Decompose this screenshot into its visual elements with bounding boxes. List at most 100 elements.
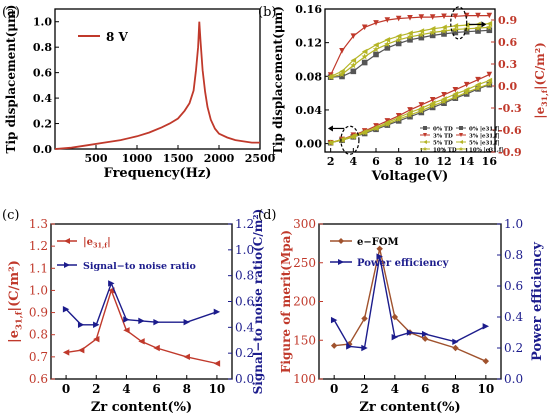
panel-c-point bbox=[213, 308, 221, 316]
panel-b-point bbox=[486, 12, 493, 19]
panel-b-point bbox=[395, 33, 402, 39]
panel-b-xtick-label: 12 bbox=[436, 155, 451, 168]
panel-a-ytick-label: 0.6 bbox=[33, 67, 52, 80]
panel-b-point bbox=[350, 62, 357, 69]
panel-b-point bbox=[373, 20, 379, 26]
panel-d-ytick-label: 300 bbox=[293, 217, 316, 231]
panel-a-ytick-label: 0.8 bbox=[33, 41, 52, 54]
panel-b-ytick-label: 0.04 bbox=[295, 104, 322, 117]
panel-b-point bbox=[429, 29, 436, 36]
panel-b-point bbox=[361, 48, 368, 55]
panel-a-ytick-label: 1.0 bbox=[33, 16, 52, 29]
panel-d-point bbox=[330, 342, 338, 349]
panel-b-ytick-label: 0.16 bbox=[295, 3, 322, 16]
panel-b-legend-label: 5% |e31,f| bbox=[469, 141, 499, 147]
panel-c-point bbox=[183, 318, 190, 326]
panel-b-point bbox=[452, 26, 459, 33]
panel-c-ytick-label: 1.3 bbox=[29, 217, 48, 231]
panel-a-xtick-label: 1000 bbox=[122, 152, 153, 165]
panel-b-point bbox=[418, 102, 425, 108]
panel-b-point bbox=[452, 86, 459, 93]
panel-c-legend-label: |e31,f| bbox=[83, 237, 111, 250]
panel-b-point bbox=[429, 32, 436, 39]
panel-a-xtick-label: 500 bbox=[85, 152, 108, 165]
panel-c-point bbox=[138, 317, 145, 325]
panel-c-ytick-label: 0.9 bbox=[29, 306, 48, 320]
panel-b-point bbox=[395, 118, 402, 124]
panel-b-ylabel-right: |e31,f|(C/m²) bbox=[533, 42, 549, 119]
panel-b-legend-label: 0% TD bbox=[433, 127, 453, 133]
panel-c-ytick-label: 0.6 bbox=[29, 372, 48, 386]
panel-b-ytick-right-label: -0.9 bbox=[498, 146, 522, 159]
panel-b-point bbox=[418, 34, 425, 41]
panel-b-point bbox=[407, 37, 413, 43]
panel-b-point bbox=[361, 129, 368, 136]
panel-a-xtick-label: 1500 bbox=[163, 152, 194, 165]
panel-c-ytick-right-label: 0.8 bbox=[235, 269, 254, 283]
panel-b-legend-marker bbox=[459, 126, 463, 130]
panel-c-ytick-right-label: 0.0 bbox=[235, 372, 254, 386]
panel-b-point bbox=[384, 118, 391, 124]
panel-b-point bbox=[452, 13, 459, 20]
panel-b-point bbox=[441, 31, 447, 37]
panel-b-tag: (b) bbox=[258, 5, 276, 20]
panel-a-ylabel: Tip displacement(μm) bbox=[4, 5, 18, 154]
panel-b-legend-label: 3% |e31,f| bbox=[469, 134, 499, 140]
panel-c-xtick-label: 8 bbox=[183, 382, 191, 396]
panel-d-ytick-right-label: 0.0 bbox=[504, 372, 523, 386]
panel-c-point bbox=[77, 321, 85, 328]
panel-b-point bbox=[418, 28, 425, 34]
panel-b-point bbox=[373, 42, 379, 48]
panel-d-legend-marker-2 bbox=[338, 259, 344, 265]
panel-d-legend-label-2: Power efficiency bbox=[357, 258, 450, 269]
panel-b-legend-marker bbox=[423, 133, 427, 137]
panel-b-point bbox=[486, 77, 493, 84]
panel-b-legend-marker bbox=[423, 126, 427, 130]
panel-b-point bbox=[474, 84, 482, 91]
panel-b-point bbox=[452, 29, 459, 36]
panel-c-frame bbox=[50, 223, 233, 380]
panel-b-point bbox=[486, 71, 493, 78]
panel-c-legend-label-2: Signal−to noise ratio bbox=[83, 261, 196, 272]
panel-b-point bbox=[407, 15, 413, 21]
panel-d-xtick-label: 10 bbox=[477, 382, 494, 396]
panel-b-ellipse-left bbox=[340, 125, 360, 155]
panel-b-point bbox=[463, 91, 470, 97]
panel-c-point bbox=[108, 280, 115, 287]
panel-b-ytick-label: 0.00 bbox=[295, 138, 322, 151]
panel-d-ytick-right-label: 0.6 bbox=[504, 279, 523, 293]
panel-b-point bbox=[327, 73, 334, 80]
panel-b-point bbox=[395, 36, 402, 43]
panel-b-point bbox=[373, 51, 379, 58]
panel-d-point bbox=[346, 343, 353, 350]
panel-d-point bbox=[391, 333, 399, 341]
panel-b-point bbox=[372, 125, 380, 132]
panel-b-point bbox=[350, 133, 357, 140]
panel-b-point bbox=[429, 97, 436, 103]
panel-b-point bbox=[407, 113, 413, 120]
panel-b-xtick-label: 10 bbox=[414, 155, 430, 168]
panel-b-legend-marker bbox=[459, 133, 463, 137]
panel-b-xtick-label: 6 bbox=[372, 155, 380, 168]
panel-c-xtick-label: 0 bbox=[62, 382, 70, 396]
panel-b-point bbox=[440, 27, 448, 34]
panel-b-point bbox=[361, 53, 368, 60]
panel-d-point bbox=[421, 330, 429, 338]
panel-c-point bbox=[93, 335, 100, 343]
panel-b-legend-label: 0% |e31,f| bbox=[469, 127, 499, 133]
panel-c-point bbox=[153, 344, 160, 352]
panel-c-ytick-label: 1.0 bbox=[29, 283, 48, 297]
panel-b-legend-label: 5% TD bbox=[433, 141, 453, 147]
panel-d-point bbox=[376, 253, 383, 260]
panel-c-legend-marker bbox=[64, 238, 70, 244]
panel-c-xtick-label: 4 bbox=[122, 382, 130, 396]
panel-a-ytick-label: 0.4 bbox=[33, 92, 52, 105]
panel-d-ytick-right-label: 1.0 bbox=[504, 217, 523, 231]
panel-c-ytick-label: 0.7 bbox=[29, 350, 48, 364]
panel-c-point bbox=[62, 349, 70, 356]
panel-c-ytick-label: 1.2 bbox=[29, 239, 48, 253]
panel-b-point bbox=[486, 80, 493, 87]
panel-b-point bbox=[463, 88, 470, 95]
panel-a-xtick-label: 2500 bbox=[245, 152, 276, 165]
panel-d-ylabel-right: Power efficiency bbox=[530, 242, 545, 361]
